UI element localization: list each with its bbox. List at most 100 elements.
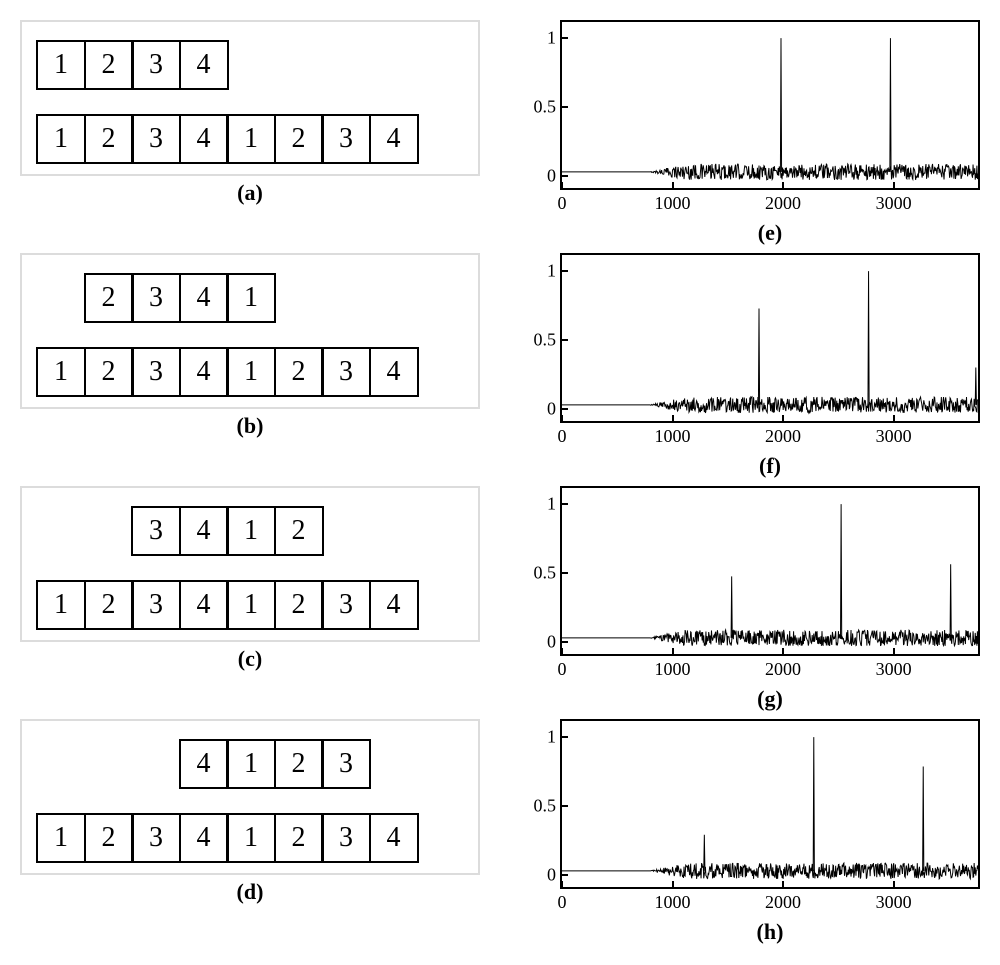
top-row: 2341 [36,273,464,323]
xtick-label: 2000 [765,892,801,913]
ytick-label: 0 [522,398,556,419]
boxes-panel: 123412341234 [20,20,480,176]
cell: 3 [321,580,371,630]
spacer [36,273,86,323]
cell: 2 [84,273,134,323]
ytick-label: 1 [522,28,556,49]
cell: 3 [131,813,181,863]
cell: 2 [274,739,324,789]
top-row: 3412 [36,506,464,556]
chart-caption: (h) [560,919,980,945]
spacer [84,739,134,789]
xtick-label: 2000 [765,426,801,447]
cell: 1 [226,273,276,323]
ytick-label: 0.5 [522,330,556,351]
boxes-panel: 234112341234 [20,253,480,409]
cell: 2 [274,813,324,863]
cell: 4 [179,40,229,90]
ytick-label: 0.5 [522,796,556,817]
xtick-label: 1000 [655,426,691,447]
chart-caption: (e) [560,220,980,246]
xtick-label: 2000 [765,193,801,214]
chart-caption: (f) [560,453,980,479]
cell: 1 [226,506,276,556]
waveform-path [562,271,978,413]
chart-panel: 00.510100020003000 (g) [520,486,980,711]
cell: 4 [179,580,229,630]
spacer [131,739,181,789]
cell: 2 [84,40,134,90]
ytick-label: 0 [522,631,556,652]
waveform-path [562,38,978,180]
cell: 2 [274,580,324,630]
ytick-label: 1 [522,261,556,282]
cell: 1 [36,114,86,164]
cell: 4 [179,813,229,863]
ytick-label: 0 [522,165,556,186]
cell: 2 [84,114,134,164]
bottom-row: 12341234 [36,813,464,863]
cell: 1 [226,347,276,397]
cell: 1 [226,580,276,630]
panel-caption: (b) [20,413,480,439]
chart-panel: 00.510100020003000(f) [520,253,980,478]
ytick-label: 0 [522,864,556,885]
chart-panel: 00.510100020003000(e) [520,20,980,245]
xtick-label: 3000 [876,659,912,680]
chart-box: 00.510100020003000 [560,719,980,889]
bottom-row: 12341234 [36,580,464,630]
ytick-label: 0.5 [522,97,556,118]
cell: 1 [36,580,86,630]
cell: 1 [226,739,276,789]
cell: 4 [179,347,229,397]
cell: 4 [179,739,229,789]
cell: 4 [369,114,419,164]
panel-caption: (c) [20,646,480,672]
chart-box: 00.510100020003000 [560,486,980,656]
xtick-label: 0 [558,892,567,913]
cell: 3 [321,813,371,863]
chart-svg [562,255,978,421]
bottom-row: 12341234 [36,114,464,164]
cell: 4 [369,813,419,863]
cell: 4 [179,506,229,556]
xtick-label: 0 [558,193,567,214]
cell: 2 [84,813,134,863]
cell: 2 [274,506,324,556]
chart-caption: (g) [560,686,980,712]
xtick-label: 1000 [655,659,691,680]
panel-caption: (d) [20,879,480,905]
waveform-path [562,737,978,879]
panel-caption: (a) [20,180,480,206]
xtick-label: 1000 [655,892,691,913]
chart-svg [562,488,978,654]
ytick-label: 1 [522,727,556,748]
spacer [36,739,86,789]
chart-box: 00.510100020003000 [560,253,980,423]
xtick-label: 0 [558,426,567,447]
xtick-label: 3000 [876,426,912,447]
cell: 3 [131,347,181,397]
bottom-row: 12341234 [36,347,464,397]
chart-panel: 00.510100020003000(h) [520,719,980,944]
cell: 2 [274,114,324,164]
cell: 2 [84,347,134,397]
cell: 4 [179,273,229,323]
ytick-label: 0.5 [522,563,556,584]
cell: 4 [369,580,419,630]
cell: 3 [321,739,371,789]
cell: 1 [226,114,276,164]
waveform-path [562,504,978,646]
cell: 3 [131,40,181,90]
cell: 1 [36,40,86,90]
chart-svg [562,721,978,887]
xtick-label: 1000 [655,193,691,214]
boxes-panel: 341212341234 [20,486,480,642]
cell: 2 [274,347,324,397]
top-row: 1234 [36,40,464,90]
cell: 3 [321,347,371,397]
xtick-label: 3000 [876,892,912,913]
cell: 3 [131,580,181,630]
cell: 1 [36,347,86,397]
spacer [84,506,134,556]
